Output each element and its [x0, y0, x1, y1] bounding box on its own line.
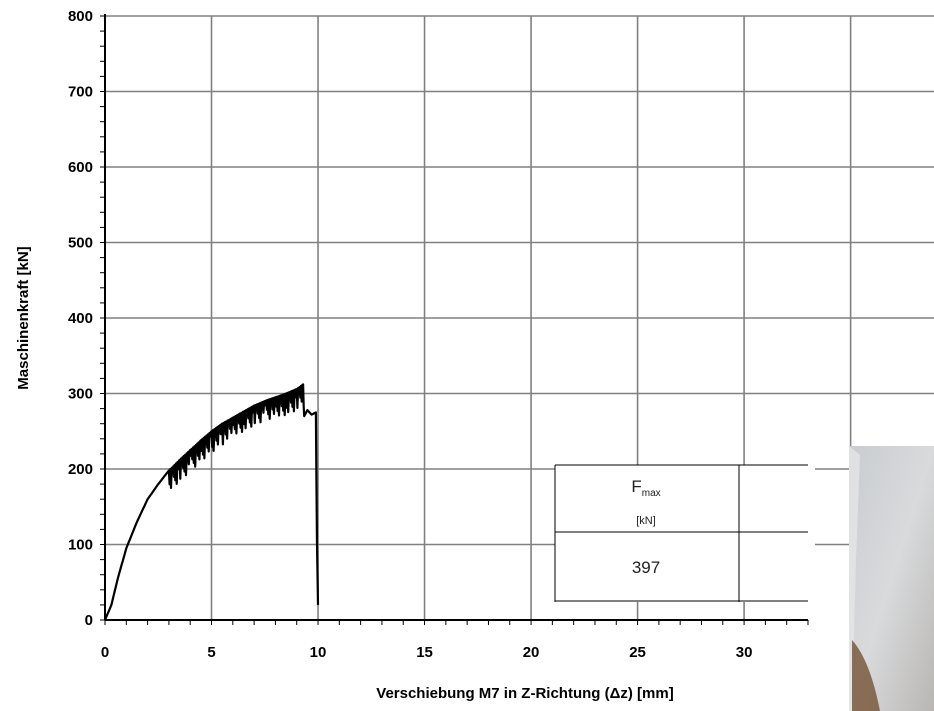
y-tick-label: 200: [68, 461, 93, 478]
x-tick-label: 5: [207, 644, 215, 661]
y-tick-label: 700: [68, 84, 93, 101]
table-header-subscript: max: [642, 488, 661, 499]
results-table-background: [555, 465, 815, 602]
table-header: Fmax: [631, 477, 660, 499]
y-tick-label: 0: [85, 612, 93, 629]
y-tick-label: 400: [68, 310, 93, 327]
y-tick-label: 300: [68, 386, 93, 403]
y-tick-label: 500: [68, 235, 93, 252]
x-tick-label: 10: [310, 644, 327, 661]
y-axis-title: Maschinenkraft [kN]: [15, 246, 32, 389]
x-axis-title: Verschiebung M7 in Z-Richtung (Δz) [mm]: [376, 685, 673, 702]
axes-layer: [100, 14, 809, 625]
grid-layer: [105, 15, 934, 620]
table-header-symbol: F: [631, 477, 641, 496]
y-tick-label: 100: [68, 537, 93, 554]
y-tick-label: 800: [68, 8, 93, 25]
x-tick-label: 25: [629, 644, 646, 661]
table-value-fmax: 397: [632, 558, 660, 577]
x-tick-label: 30: [736, 644, 753, 661]
x-tick-label: 0: [101, 644, 109, 661]
x-tick-label: 20: [523, 644, 540, 661]
x-tick-label: 15: [416, 644, 433, 661]
series-layer: [103, 383, 320, 621]
results-table: Fmax [kN] 397: [554, 464, 815, 602]
specimen-photo: [849, 446, 934, 711]
force-curve: [103, 383, 320, 621]
table-header-unit: [kN]: [636, 515, 656, 527]
y-tick-label: 600: [68, 159, 93, 176]
